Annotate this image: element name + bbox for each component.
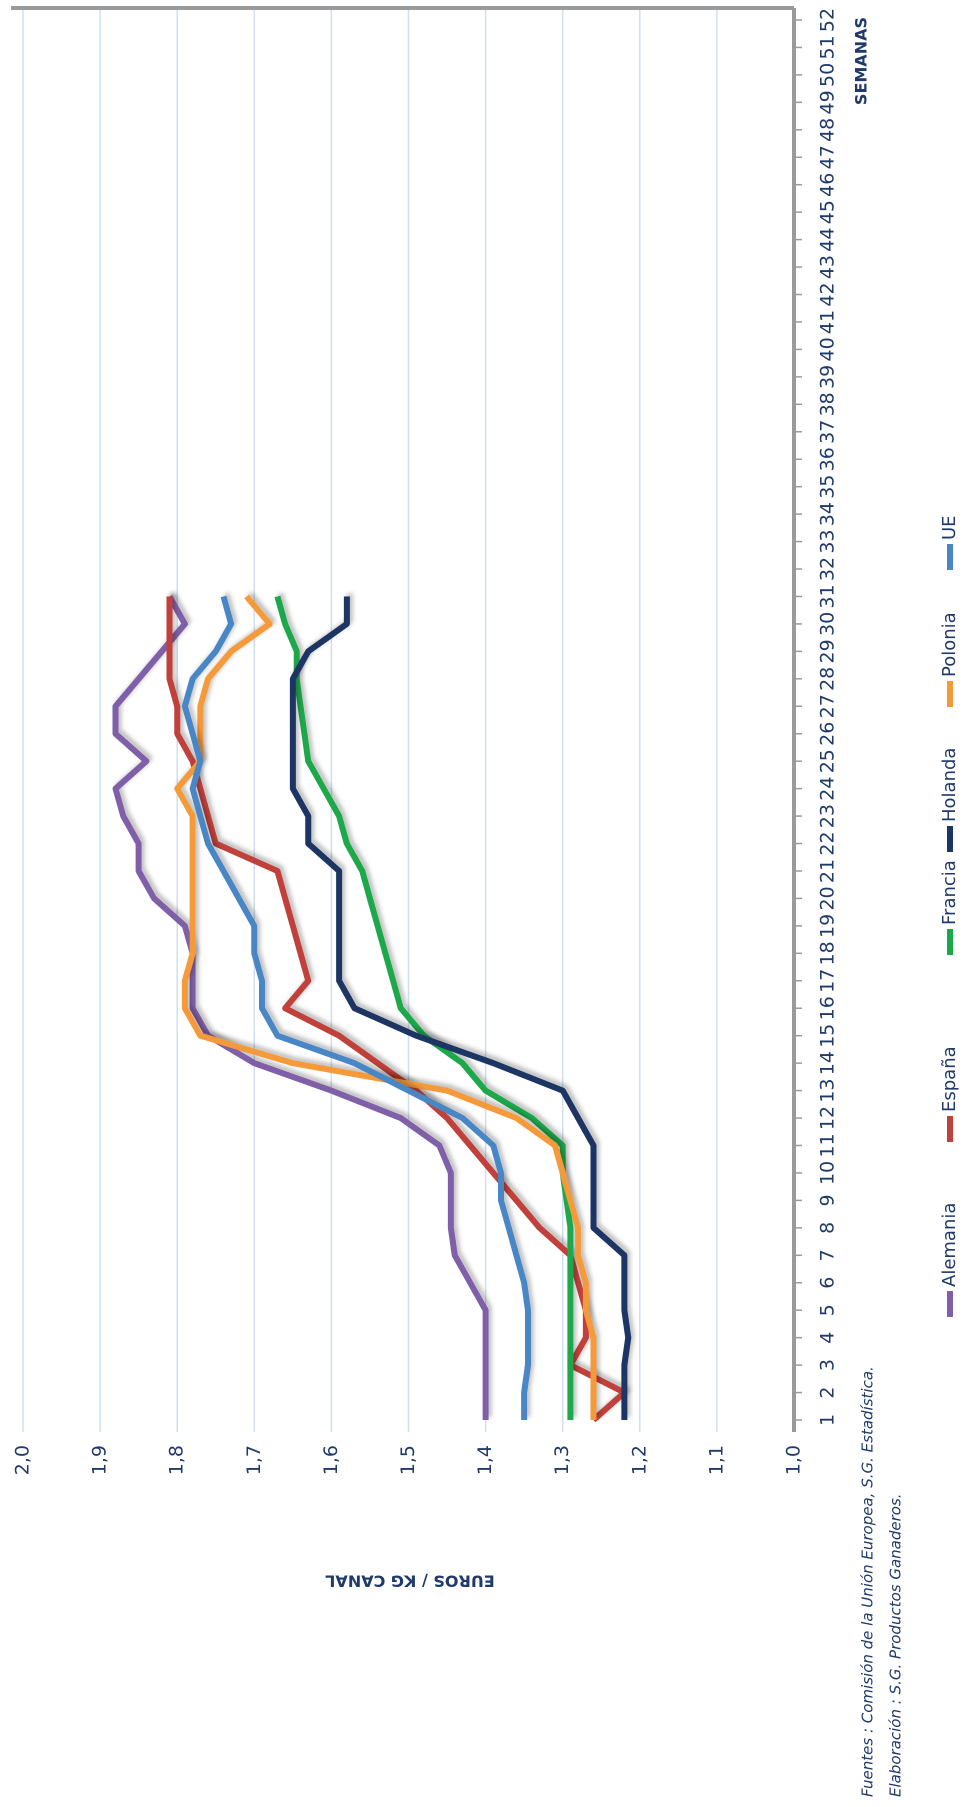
legend-label: Holanda bbox=[939, 748, 960, 822]
x-tick-label: 29 bbox=[817, 639, 839, 663]
x-tick-label: 9 bbox=[817, 1194, 839, 1206]
x-tick-label: 46 bbox=[817, 173, 839, 197]
x-tick-label: 6 bbox=[817, 1277, 839, 1289]
x-tick-label: 24 bbox=[817, 777, 839, 801]
x-tick-label: 23 bbox=[817, 804, 839, 828]
x-tick-label: 11 bbox=[817, 1133, 839, 1157]
x-tick-label: 32 bbox=[817, 557, 839, 581]
series-line bbox=[181, 595, 532, 1420]
x-tick-label: 52 bbox=[817, 8, 839, 32]
x-tick-label: 51 bbox=[817, 35, 839, 59]
x-tick-label: 39 bbox=[817, 365, 839, 389]
x-tick-label: 16 bbox=[817, 996, 839, 1020]
source: Fuentes : Comisión de la Unión Europea, … bbox=[859, 1366, 877, 1797]
y-tick-label: 1,2 bbox=[628, 1445, 650, 1475]
x-tick-label: 43 bbox=[817, 255, 839, 279]
series-line bbox=[274, 595, 574, 1420]
x-tick-label: 31 bbox=[817, 584, 839, 608]
x-tick-label: 14 bbox=[817, 1051, 839, 1075]
y-tick-label: 1,1 bbox=[705, 1445, 727, 1475]
x-tick-label: 44 bbox=[817, 228, 839, 252]
x-tick-label: 45 bbox=[817, 200, 839, 224]
x-tick-label: 21 bbox=[817, 859, 839, 883]
y-tick-label: 1,6 bbox=[320, 1445, 342, 1475]
y-tick-label: 1,4 bbox=[474, 1445, 496, 1475]
x-tick-label: 27 bbox=[817, 694, 839, 718]
x-tick-label: 3 bbox=[817, 1359, 839, 1371]
x-tick-label: 2 bbox=[817, 1387, 839, 1399]
x-tick-label: 33 bbox=[817, 529, 839, 553]
legend-label: Francia bbox=[939, 860, 960, 925]
x-tick-label: 1 bbox=[817, 1414, 839, 1426]
series-line bbox=[174, 594, 597, 1420]
x-tick-label: 36 bbox=[817, 447, 839, 471]
x-tick-label: 12 bbox=[817, 1106, 839, 1130]
x-tick-label: 28 bbox=[817, 667, 839, 691]
x-tick-label: 47 bbox=[817, 145, 839, 169]
x-tick-label: 15 bbox=[817, 1024, 839, 1048]
x-axis-title: SEMANAS bbox=[852, 17, 871, 105]
x-tick-label: 22 bbox=[817, 831, 839, 855]
legend-label: España bbox=[939, 1046, 960, 1112]
x-tick-label: 4 bbox=[817, 1332, 839, 1344]
series-line bbox=[166, 596, 628, 1423]
x-tick-label: 37 bbox=[817, 420, 839, 444]
y-tick-label: 1,7 bbox=[243, 1445, 265, 1475]
x-tick-label: 25 bbox=[817, 749, 839, 773]
x-tick-label: 5 bbox=[817, 1304, 839, 1316]
y-tick-label: 2,0 bbox=[12, 1445, 34, 1475]
x-tick-label: 18 bbox=[817, 941, 839, 965]
series-line bbox=[289, 596, 632, 1420]
y-axis-title: EUROS / KG CANAL bbox=[325, 1572, 495, 1591]
x-tick-label: 20 bbox=[817, 886, 839, 910]
x-tick-label: 26 bbox=[817, 722, 839, 746]
x-tick-label: 30 bbox=[817, 612, 839, 636]
series-line bbox=[112, 595, 489, 1420]
x-tick-label: 10 bbox=[817, 1161, 839, 1185]
y-tick-label: 1,5 bbox=[397, 1445, 419, 1475]
y-tick-label: 1,0 bbox=[783, 1445, 805, 1475]
legend-label: Alemania bbox=[939, 1203, 960, 1287]
x-tick-label: 38 bbox=[817, 392, 839, 416]
credit: Elaboración : S.G. Productos Ganaderos. bbox=[887, 1493, 905, 1797]
x-tick-label: 41 bbox=[817, 310, 839, 334]
rotated-chart: EUROS / KG CANAL SEMANAS Fuentes : Comis… bbox=[11, 6, 960, 1797]
x-tick-label: 42 bbox=[817, 282, 839, 306]
x-tick-label: 7 bbox=[817, 1249, 839, 1261]
x-tick-label: 34 bbox=[817, 502, 839, 526]
y-tick-label: 1,8 bbox=[166, 1445, 188, 1475]
x-tick-label: 17 bbox=[817, 969, 839, 993]
x-tick-label: 19 bbox=[817, 914, 839, 938]
legend-label: Polonia bbox=[939, 612, 960, 677]
x-tick-label: 48 bbox=[817, 118, 839, 142]
x-tick-label: 49 bbox=[817, 90, 839, 114]
x-tick-label: 8 bbox=[817, 1222, 839, 1234]
x-tick-label: 50 bbox=[817, 63, 839, 87]
x-tick-label: 40 bbox=[817, 337, 839, 361]
x-tick-label: 35 bbox=[817, 475, 839, 499]
x-tick-label: 13 bbox=[817, 1078, 839, 1102]
y-tick-label: 1,3 bbox=[551, 1445, 573, 1475]
legend-label: UE bbox=[939, 515, 960, 540]
y-tick-label: 1,9 bbox=[89, 1445, 111, 1475]
